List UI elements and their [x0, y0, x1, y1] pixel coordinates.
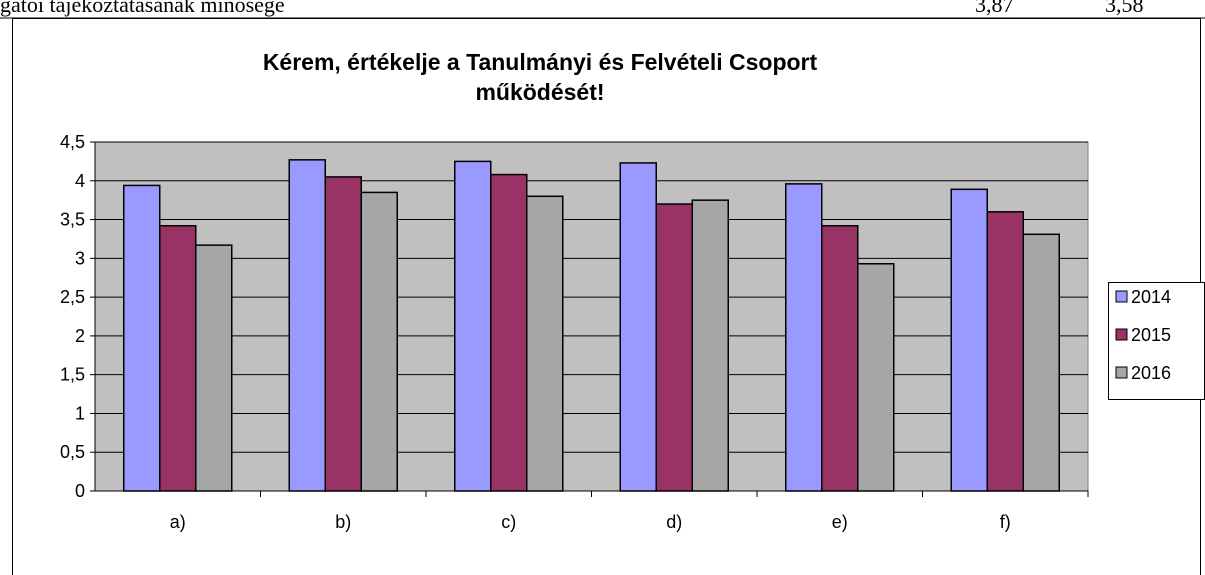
bar	[195, 244, 233, 492]
bar	[986, 211, 1024, 492]
bar	[490, 173, 528, 492]
x-tick-label: f)	[1000, 512, 1011, 532]
legend-swatch	[1115, 328, 1128, 341]
bar	[454, 160, 492, 492]
y-tick-label: 3	[75, 248, 85, 268]
bar	[857, 263, 895, 492]
bar	[691, 199, 729, 492]
y-tick-label: 1	[75, 403, 85, 423]
y-tick-label: 3,5	[60, 210, 85, 230]
y-tick-label: 4	[75, 171, 85, 191]
chart-title: Kérem, értékelje a Tanulmányi és Felvéte…	[263, 49, 818, 75]
header-number: 3,58	[1105, 0, 1144, 17]
bar	[821, 225, 859, 492]
x-tick-label: a)	[170, 512, 186, 532]
y-tick-label: 2	[75, 326, 85, 346]
bar	[360, 191, 398, 492]
header-text: gatói tájékoztatásának minősége	[0, 0, 285, 17]
legend-swatch	[1115, 366, 1128, 379]
y-tick-label: 0	[75, 481, 85, 501]
bar	[526, 195, 564, 492]
bar	[950, 188, 988, 492]
x-tick-label: b)	[335, 512, 351, 532]
x-tick-label: c)	[501, 512, 516, 532]
bar	[288, 159, 326, 492]
y-tick-label: 0,5	[60, 442, 85, 462]
x-tick-label: d)	[666, 512, 682, 532]
y-tick-label: 2,5	[60, 287, 85, 307]
y-tick-label: 4,5	[60, 132, 85, 152]
y-tick-label: 1,5	[60, 365, 85, 385]
plot-area	[94, 141, 1089, 492]
chart-title: működését!	[475, 79, 604, 105]
legend-label: 2014	[1131, 287, 1171, 307]
legend-swatch	[1115, 290, 1128, 303]
bar	[159, 225, 197, 492]
legend-label: 2016	[1131, 363, 1171, 383]
x-tick-label: e)	[832, 512, 848, 532]
bar	[785, 183, 823, 492]
bar	[619, 162, 657, 492]
header-number: 3,87	[975, 0, 1014, 17]
bar	[1022, 233, 1060, 492]
bar	[324, 176, 362, 492]
bar	[655, 203, 693, 492]
bar	[123, 184, 161, 492]
legend-label: 2015	[1131, 325, 1171, 345]
